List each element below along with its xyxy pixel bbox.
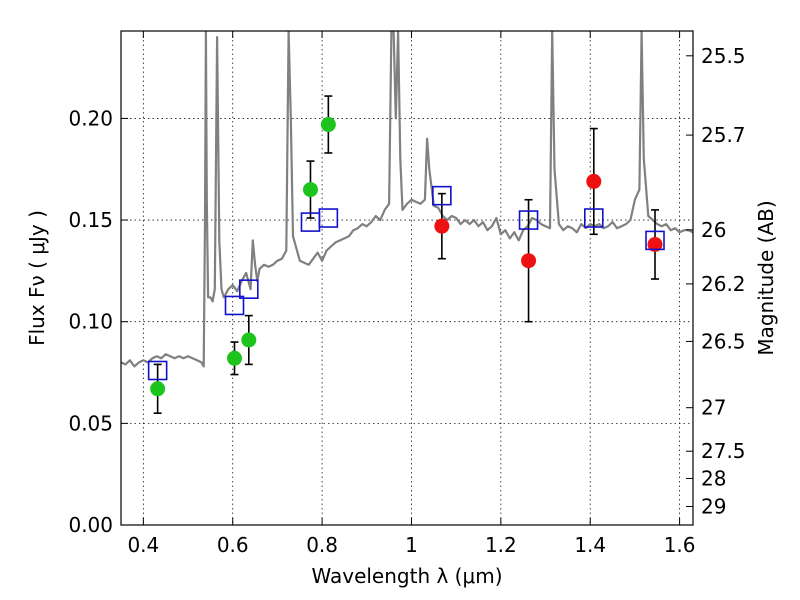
x-tick-label: 1: [405, 533, 418, 557]
blue-square-point: [583, 208, 604, 228]
x-tick-label: 0.6: [217, 533, 249, 557]
right-tick-label: 27: [701, 396, 726, 420]
x-tick-label: 1.4: [574, 533, 606, 557]
right-tick-label: 27.5: [701, 439, 746, 463]
x-tick-label: 1.6: [664, 533, 696, 557]
red-circle-point: [647, 236, 663, 252]
tick-labels: 0.4 0.6 0.8 1 1.2 1.4 1.6 0.00 0.05 0.10 0.15 0.20 2…: [68, 44, 745, 557]
right-tick-label: 26.5: [701, 329, 746, 353]
x-tick-label: 0.8: [306, 533, 338, 557]
blue-square-point: [518, 210, 539, 230]
blue-square-point: [432, 185, 452, 206]
right-tick-label: 29: [701, 495, 726, 519]
red-circle-point: [521, 253, 537, 269]
y-tick-label: 0.05: [68, 411, 113, 435]
green-circle-point: [302, 182, 318, 198]
ticks: [121, 31, 693, 526]
right-tick-label: 25.5: [701, 44, 746, 68]
y-axis-title: Flux Fν ( μJy ): [25, 210, 49, 346]
y-tick-label: 0.00: [68, 513, 113, 537]
model-spectrum-line: [121, 31, 693, 368]
green-circle-point: [320, 117, 336, 133]
x-axis-title: Wavelength λ (μm): [311, 564, 502, 588]
right-axis-title: Magnitude (AB): [754, 200, 778, 355]
right-tick-label: 28: [701, 466, 726, 490]
right-tick-label: 25.7: [701, 123, 746, 147]
blue-square-point: [147, 360, 168, 381]
plot-frame: [120, 30, 694, 526]
x-tick-label: 1.2: [485, 533, 517, 557]
blue-square-point: [239, 279, 259, 299]
red-circle-point: [586, 173, 602, 189]
y-tick-label: 0.15: [68, 208, 113, 232]
y-tick-label: 0.20: [68, 106, 113, 130]
blue-square-point: [318, 208, 339, 228]
y-tick-label: 0.10: [68, 310, 113, 334]
model-spectrum-layer: [121, 31, 693, 368]
green-circle-point: [241, 332, 257, 348]
marker-layer: [147, 95, 665, 414]
x-tick-label: 0.4: [127, 533, 159, 557]
blue-square-point: [645, 230, 665, 251]
green-circle-point: [150, 381, 166, 397]
blue-square-point: [224, 295, 245, 316]
right-tick-label: 26: [701, 218, 726, 242]
red-circle-point: [434, 218, 450, 234]
green-circle-point: [227, 350, 243, 366]
right-tick-label: 26.2: [701, 272, 746, 296]
